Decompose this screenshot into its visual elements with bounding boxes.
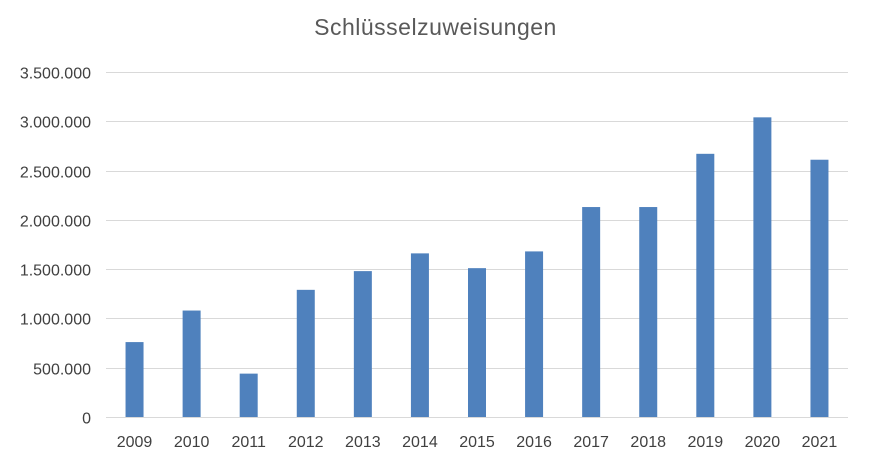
x-tick-label: 2021 [802,434,838,451]
x-tick-label: 2017 [573,434,609,451]
x-tick-label: 2019 [688,434,724,451]
x-tick-label: 2016 [516,434,552,451]
x-tick-label: 2013 [345,434,381,451]
bar-2018 [639,207,658,417]
x-tick-label: 2014 [402,434,438,451]
bar-2014 [410,253,429,417]
x-tick-label: 2015 [459,434,495,451]
y-axis-tick-labels: 0 500.000 1.000.000 1.500.000 2.000.000 2.500… [20,66,91,428]
bar-2017 [582,207,601,417]
y-tick-label: 1.000.000 [20,312,91,329]
y-tick-label: 2.000.000 [20,214,91,231]
y-tick-label: 500.000 [33,362,91,379]
x-tick-label: 2020 [745,434,781,451]
bar-2009 [125,342,144,417]
bars [125,117,829,418]
bar-2020 [753,117,772,417]
y-tick-label: 1.500.000 [20,263,91,280]
y-tick-label: 3.000.000 [20,115,91,132]
bar-2010 [182,310,201,417]
y-tick-label: 0 [82,411,91,428]
bar-2021 [810,159,829,417]
bar-2016 [525,251,544,417]
x-tick-label: 2010 [174,434,210,451]
x-tick-label: 2012 [288,434,324,451]
y-tick-label: 2.500.000 [20,165,91,182]
x-axis-tick-labels: 2009 2010 2011 2012 2013 2014 2015 2016 2017 2018… [117,434,838,451]
bar-2011 [239,373,258,417]
x-tick-label: 2011 [231,434,266,451]
bar-2013 [353,271,372,417]
x-tick-label: 2009 [117,434,153,451]
bar-2019 [696,153,715,418]
chart-title: Schlüsselzuweisungen [314,14,557,40]
y-tick-label: 3.500.000 [20,66,91,83]
bar-2012 [296,289,315,417]
bar-2015 [468,268,486,417]
x-tick-label: 2018 [630,434,666,451]
